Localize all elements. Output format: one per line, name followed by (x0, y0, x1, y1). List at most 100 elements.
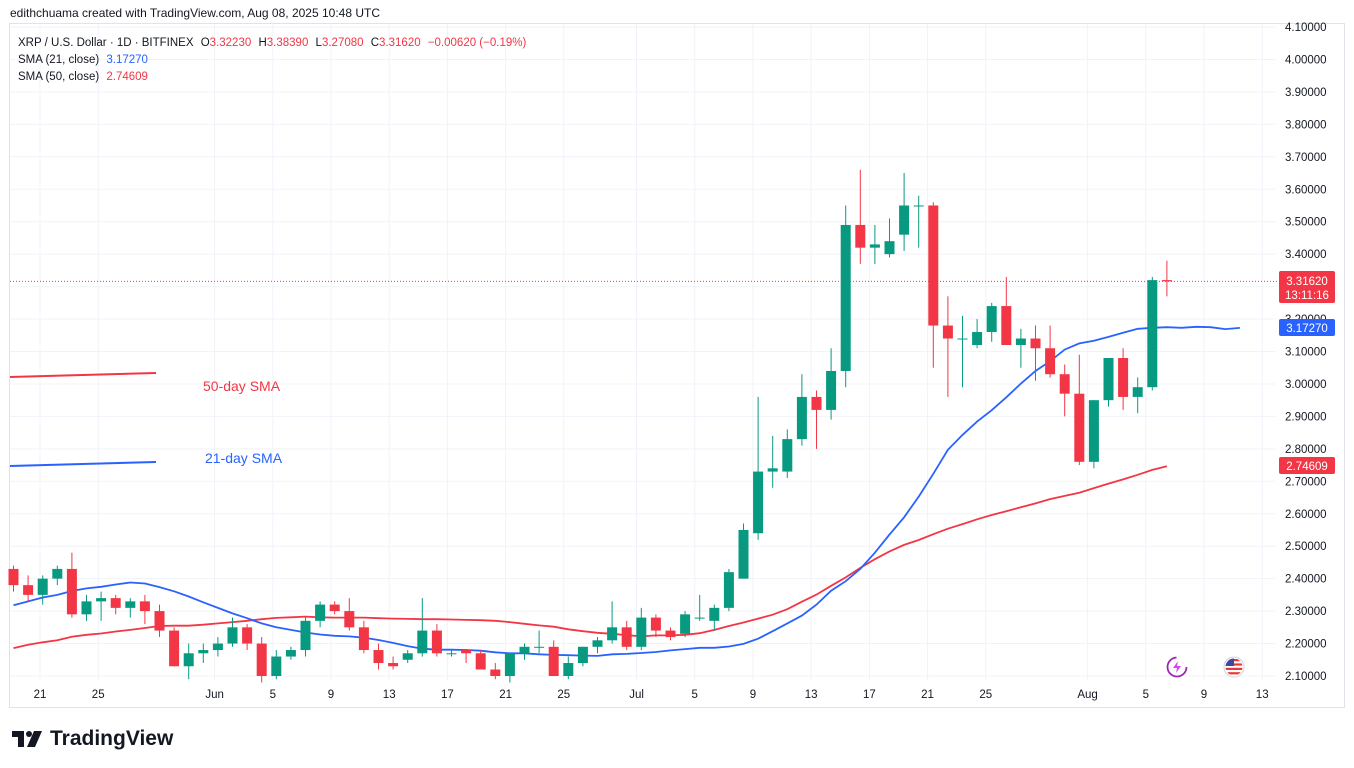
candle (957, 315, 968, 388)
candle (563, 656, 574, 680)
candle-body (767, 468, 778, 472)
chart-area[interactable] (9, 23, 1345, 708)
candle-body (81, 601, 92, 615)
price-label-sma21: 3.17270 (1279, 319, 1335, 336)
candle (928, 202, 939, 368)
candle-body (1161, 280, 1172, 282)
time-tick-label: 21 (499, 689, 512, 701)
candle (110, 594, 121, 615)
ohlc-close: C3.31620 (371, 37, 421, 49)
candle (869, 224, 880, 264)
price-tick-label: 2.10000 (1285, 671, 1327, 683)
candle (66, 552, 77, 618)
grid-lines (10, 24, 1275, 680)
candle-body (446, 653, 457, 655)
price-tick-label: 2.40000 (1285, 574, 1327, 586)
sma21-legend-value: 3.17270 (106, 54, 148, 66)
tradingview-logo[interactable]: TradingView (12, 727, 173, 751)
time-tick-label: 13 (805, 689, 818, 701)
candle-body (300, 620, 311, 651)
candle-body (811, 396, 822, 410)
candle (388, 656, 399, 670)
candle (490, 663, 501, 680)
candle (782, 429, 793, 479)
replay-icon[interactable] (1166, 656, 1188, 678)
candle-body (461, 650, 472, 654)
time-tick-label: 5 (270, 689, 276, 701)
candle (242, 624, 253, 651)
legend-sample-sma21: 21-day SMA (9, 450, 283, 467)
price-axis[interactable]: 4.10000 4.00000 3.90000 3.80000 3.70000 3.600… (1285, 22, 1327, 683)
price-tick-label: 3.80000 (1285, 119, 1327, 131)
candle (1030, 325, 1041, 381)
time-tick-label: 25 (92, 689, 105, 701)
candle-body (504, 653, 515, 676)
price-tick-label: 2.20000 (1285, 639, 1327, 651)
open-label: O (200, 37, 210, 49)
symbol-title[interactable]: XRP / U.S. Dollar · 1D · BITFINEX (18, 37, 194, 49)
candle (899, 173, 910, 251)
candle-body (899, 205, 910, 235)
candle-body (942, 325, 953, 339)
candle-body (1045, 348, 1056, 375)
candle (8, 565, 19, 592)
tradingview-wordmark: TradingView (50, 727, 174, 750)
candle-body (607, 627, 618, 641)
candle-body (928, 205, 939, 326)
time-tick-label: 17 (863, 689, 876, 701)
candle-body (738, 529, 749, 579)
time-tick-label: Aug (1077, 689, 1097, 701)
candle (358, 620, 369, 654)
candle (694, 594, 705, 621)
candle-body (1088, 400, 1099, 462)
candle (913, 195, 924, 248)
candle-body (694, 617, 705, 619)
candle (1147, 276, 1158, 391)
candle-body (665, 630, 676, 638)
legend-sma21-row[interactable]: SMA (21, close) 3.17270 (18, 52, 530, 69)
price-label-sma50: 2.74609 (1279, 457, 1335, 474)
candle-body (1074, 393, 1085, 462)
candle-body (125, 601, 136, 608)
candle (461, 650, 472, 664)
candle (212, 637, 223, 657)
candle (125, 598, 136, 618)
price-tick-label: 3.90000 (1285, 87, 1327, 99)
candle-body (621, 627, 632, 647)
time-axis[interactable]: 21 25 Jun 5 9 13 17 21 25 Jul 5 9 13 17 21 25 Aug 5 9 13 (34, 689, 1269, 701)
candle (986, 302, 997, 342)
candle-body (840, 224, 851, 371)
candle (373, 643, 384, 670)
price-tick-label: 2.60000 (1285, 509, 1327, 521)
candle (417, 598, 428, 657)
candle-body (957, 338, 968, 340)
time-tick-label: 5 (692, 689, 698, 701)
candle (884, 218, 895, 258)
time-tick-label: 21 (34, 689, 47, 701)
candle-body (986, 306, 997, 333)
sma21-legend-label: SMA (21, close) (18, 54, 100, 66)
candle-body (1059, 374, 1070, 394)
candle (577, 646, 588, 667)
candle (315, 601, 326, 628)
candle-body (577, 646, 588, 664)
candle-body (66, 568, 77, 615)
candle (665, 627, 676, 641)
candle (1001, 276, 1012, 346)
time-tick-label: 9 (1201, 689, 1207, 701)
candle (636, 607, 647, 651)
time-tick-label: 9 (750, 689, 756, 701)
candle (504, 653, 515, 683)
candle (650, 614, 661, 638)
flag-icon[interactable] (1223, 656, 1245, 678)
candle (300, 617, 311, 657)
candle (271, 650, 282, 680)
legend-sma50-row[interactable]: SMA (50, close) 2.74609 (18, 69, 530, 86)
candle (767, 435, 778, 488)
price-tick-label: 2.50000 (1285, 541, 1327, 553)
candle-body (723, 572, 734, 608)
candle-body (358, 627, 369, 651)
legend-ohlc-row: XRP / U.S. Dollar · 1D · BITFINEX O3.322… (18, 35, 530, 52)
sma21-note: 21-day SMA (205, 450, 283, 466)
